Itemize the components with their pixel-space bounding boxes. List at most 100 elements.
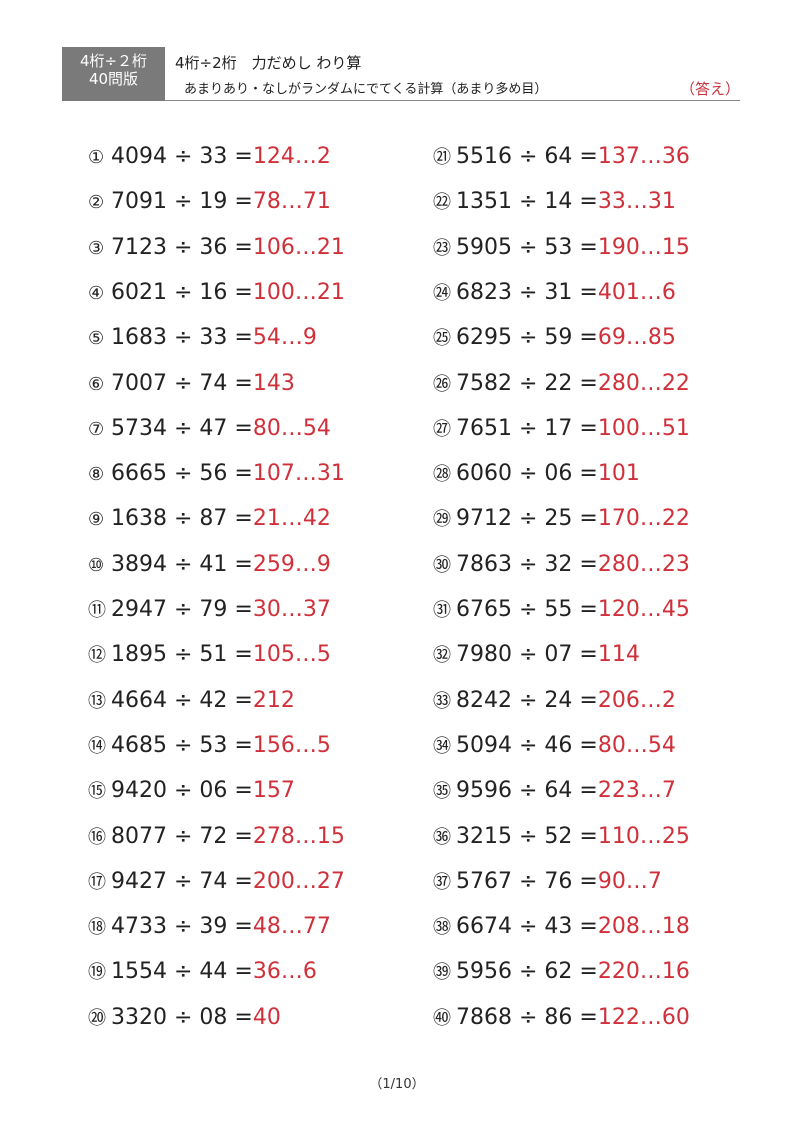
problem-answer: 80…54 bbox=[597, 732, 676, 758]
problem-answer: 200…27 bbox=[252, 868, 345, 894]
problem-question: 4733 ÷ 39 = bbox=[111, 914, 253, 940]
problem-question: 7868 ÷ 86 = bbox=[456, 1004, 598, 1030]
problem-number: ② bbox=[88, 192, 105, 214]
problem-answer: 120…45 bbox=[597, 597, 690, 622]
problem-answer: 106…21 bbox=[252, 234, 345, 260]
problem-number: ㉟ bbox=[433, 781, 451, 803]
problem-question: 5956 ÷ 62 = bbox=[456, 959, 598, 985]
problem-row: ㉝ 8242 ÷ 24 =206…2 bbox=[433, 686, 676, 716]
problem-number: ⑯ bbox=[88, 826, 106, 848]
problem-row: ㊳ 6674 ÷ 43 =208…18 bbox=[433, 912, 690, 942]
problem-row: ㉞ 5094 ÷ 46 =80…54 bbox=[433, 731, 676, 761]
problem-row: ⑳ 3320 ÷ 08 =40 bbox=[88, 1003, 281, 1033]
problem-answer: 33…31 bbox=[597, 189, 676, 215]
problem-row: ⑲ 1554 ÷ 44 =36…6 bbox=[88, 957, 317, 987]
problem-number: ⑲ bbox=[88, 962, 106, 984]
problem-row: ㉒ 1351 ÷ 14 =33…31 bbox=[433, 187, 676, 217]
problem-question: 7123 ÷ 36 = bbox=[111, 234, 253, 260]
problem-question: 7007 ÷ 74 = bbox=[111, 370, 253, 396]
problem-row: ⑨ 1638 ÷ 87 =21…42 bbox=[88, 504, 331, 534]
problem-answer: 78…71 bbox=[252, 189, 331, 215]
problem-question: 6295 ÷ 59 = bbox=[456, 325, 598, 351]
problem-number: ⑩ bbox=[88, 554, 105, 576]
problem-question: 3894 ÷ 41 = bbox=[111, 551, 253, 577]
problem-row: ㉙ 9712 ÷ 25 =170…22 bbox=[433, 504, 690, 534]
problem-answer: 156…5 bbox=[252, 732, 331, 758]
problem-answer: 36…6 bbox=[252, 959, 317, 985]
problem-number: ㉕ bbox=[433, 328, 451, 350]
problem-question: 1683 ÷ 33 = bbox=[111, 325, 253, 351]
problem-row: ① 4094 ÷ 33 =124…2 bbox=[88, 142, 331, 172]
problem-question: 9427 ÷ 74 = bbox=[111, 868, 253, 894]
problem-row: ㉓ 5905 ÷ 53 =190…15 bbox=[433, 233, 690, 263]
problem-number: ⑪ bbox=[88, 600, 106, 621]
problem-answer: 137…36 bbox=[597, 144, 690, 169]
problem-question: 7582 ÷ 22 = bbox=[456, 370, 598, 396]
problem-number: ⑧ bbox=[88, 464, 105, 486]
problem-question: 4094 ÷ 33 = bbox=[111, 144, 253, 169]
problem-answer: 280…23 bbox=[597, 551, 690, 577]
problem-row: ㊴ 5956 ÷ 62 =220…16 bbox=[433, 957, 690, 987]
problem-answer: 114 bbox=[597, 642, 640, 668]
problem-question: 7863 ÷ 32 = bbox=[456, 551, 598, 577]
problem-number: ⑬ bbox=[88, 690, 106, 712]
problem-row: ⑥ 7007 ÷ 74 =143 bbox=[88, 369, 295, 399]
answer-label: （答え） bbox=[680, 80, 741, 98]
page-number: （1/10） bbox=[369, 1077, 425, 1092]
problem-number: ㉚ bbox=[433, 554, 451, 576]
problem-row: ⑮ 9420 ÷ 06 =157 bbox=[88, 776, 295, 806]
problem-question: 6021 ÷ 16 = bbox=[111, 279, 253, 305]
problem-answer: 54…9 bbox=[252, 325, 317, 351]
problem-number: ⑭ bbox=[88, 735, 106, 757]
problem-answer: 21…42 bbox=[252, 506, 331, 532]
problem-question: 7980 ÷ 07 = bbox=[456, 642, 598, 668]
problem-number: ㉙ bbox=[433, 509, 451, 531]
problem-question: 1638 ÷ 87 = bbox=[111, 506, 253, 532]
problem-number: ㉛ bbox=[433, 600, 451, 621]
problem-row: ㉔ 6823 ÷ 31 =401…6 bbox=[433, 278, 676, 308]
problem-row: ㉘ 6060 ÷ 06 =101 bbox=[433, 459, 640, 489]
problem-number: ㊲ bbox=[433, 871, 451, 893]
problem-number: ⑥ bbox=[88, 373, 105, 395]
problem-row: ⑪ 2947 ÷ 79 =30…37 bbox=[88, 595, 331, 625]
badge-line1: 4桁÷２桁 bbox=[79, 52, 148, 70]
problem-answer: 122…60 bbox=[597, 1004, 690, 1030]
problem-row: ⑬ 4664 ÷ 42 =212 bbox=[88, 686, 295, 716]
problem-answer: 208…18 bbox=[597, 914, 690, 940]
problem-row: ④ 6021 ÷ 16 =100…21 bbox=[88, 278, 345, 308]
problem-row: ⑱ 4733 ÷ 39 =48…77 bbox=[88, 912, 331, 942]
problem-number: ⑳ bbox=[88, 1007, 106, 1029]
problem-row: ㉗ 7651 ÷ 17 =100…51 bbox=[433, 414, 690, 444]
problem-number: ⑮ bbox=[88, 781, 106, 803]
problem-answer: 48…77 bbox=[252, 914, 331, 940]
problem-answer: 401…6 bbox=[597, 279, 676, 305]
problem-question: 1351 ÷ 14 = bbox=[456, 189, 598, 215]
problem-number: ④ bbox=[88, 282, 105, 304]
problem-question: 1895 ÷ 51 = bbox=[111, 642, 253, 668]
problem-question: 8077 ÷ 72 = bbox=[111, 823, 253, 849]
problem-number: ㉒ bbox=[433, 192, 451, 214]
problem-answer: 100…21 bbox=[252, 279, 345, 305]
problem-number: ⑨ bbox=[88, 509, 105, 531]
header-divider bbox=[165, 100, 740, 101]
problem-number: ⑤ bbox=[88, 328, 105, 350]
problem-row: ㉕ 6295 ÷ 59 =69…85 bbox=[433, 323, 676, 353]
problem-answer: 101 bbox=[597, 461, 640, 487]
problem-question: 4664 ÷ 42 = bbox=[111, 687, 253, 713]
problem-question: 6674 ÷ 43 = bbox=[456, 914, 598, 940]
problem-answer: 278…15 bbox=[252, 823, 345, 849]
problem-number: ㊳ bbox=[433, 917, 451, 939]
problem-row: ⑩ 3894 ÷ 41 =259…9 bbox=[88, 550, 331, 580]
problem-answer: 80…54 bbox=[252, 415, 331, 441]
problem-row: ㉜ 7980 ÷ 07 =114 bbox=[433, 640, 640, 670]
problem-answer: 124…2 bbox=[252, 144, 331, 169]
problem-question: 9712 ÷ 25 = bbox=[456, 506, 598, 532]
problem-number: ⑦ bbox=[88, 418, 105, 440]
problem-number: ① bbox=[88, 147, 105, 168]
problem-answer: 223…7 bbox=[597, 778, 676, 804]
problem-question: 6823 ÷ 31 = bbox=[456, 279, 598, 305]
problem-number: ㉗ bbox=[433, 418, 451, 440]
problem-row: ㊱ 3215 ÷ 52 =110…25 bbox=[433, 822, 690, 852]
problem-row: ㉚ 7863 ÷ 32 =280…23 bbox=[433, 550, 690, 580]
problem-question: 6765 ÷ 55 = bbox=[456, 597, 598, 622]
